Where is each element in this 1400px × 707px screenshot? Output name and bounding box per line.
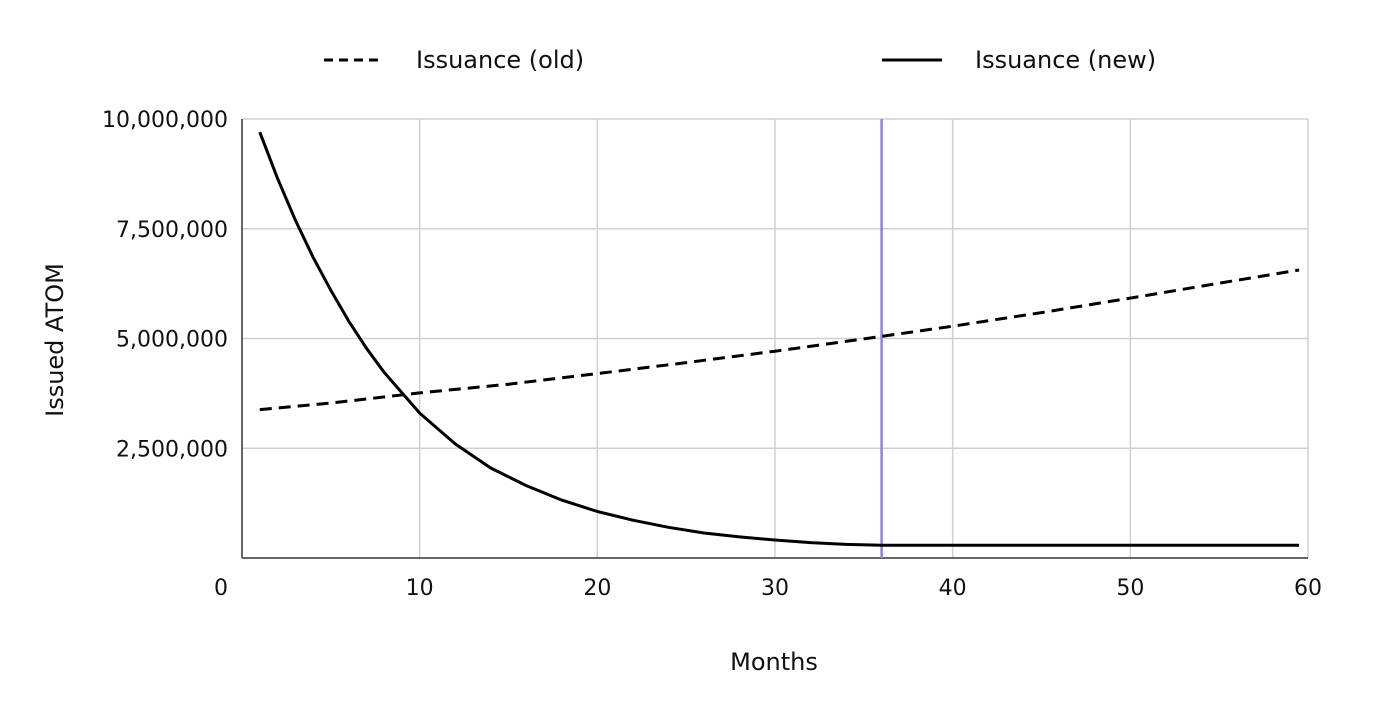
legend: Issuance (old) Issuance (new) [324, 46, 1156, 74]
x-tick-labels: 0 10 20 30 40 50 60 [214, 576, 1322, 601]
legend-label-new: Issuance (new) [975, 46, 1156, 74]
axes [241, 119, 1308, 559]
y-tick-label: 7,500,000 [116, 218, 228, 243]
y-tick-label: 5,000,000 [116, 328, 228, 353]
y-tick-label: 10,000,000 [102, 108, 228, 133]
legend-label-old: Issuance (old) [416, 46, 584, 74]
x-tick-label: 20 [583, 576, 611, 601]
x-tick-label: 60 [1294, 576, 1322, 601]
series-group [258, 131, 1300, 547]
y-tick-labels: 2,500,000 5,000,000 7,500,000 10,000,000 [102, 108, 228, 462]
y-tick-label: 2,500,000 [116, 437, 228, 462]
x-tick-label: 10 [406, 576, 434, 601]
x-axis-title: Months [730, 648, 818, 676]
series-line-old [259, 268, 1300, 412]
x-tick-label: 30 [761, 576, 789, 601]
grid [242, 118, 1309, 558]
x-tick-label: 40 [939, 576, 967, 601]
series-line-new [258, 131, 1300, 547]
y-axis-title: Issued ATOM [41, 263, 69, 417]
x-tick-label: 50 [1116, 576, 1144, 601]
x-tick-label: 0 [214, 576, 228, 601]
